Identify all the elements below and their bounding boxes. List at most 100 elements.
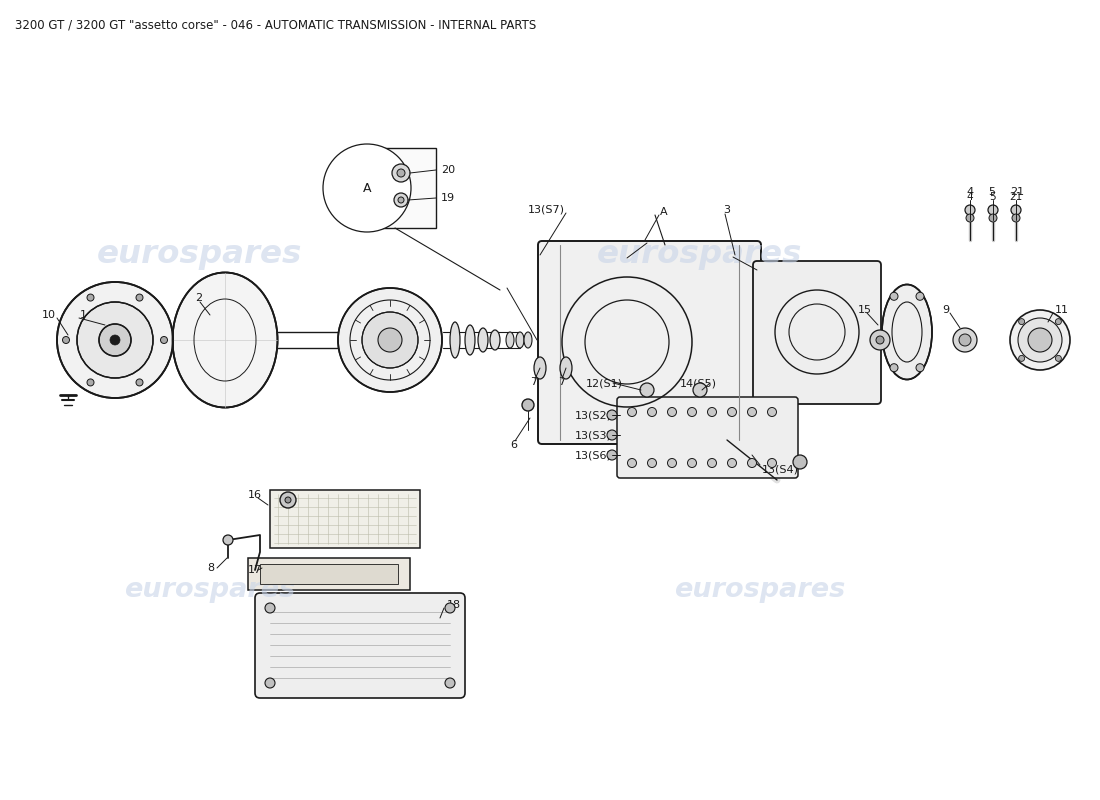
Text: eurospares: eurospares <box>597 239 803 270</box>
Circle shape <box>693 383 707 397</box>
Circle shape <box>627 407 637 417</box>
Text: 20: 20 <box>441 165 455 175</box>
FancyBboxPatch shape <box>248 558 410 590</box>
Ellipse shape <box>173 273 277 407</box>
Text: 2: 2 <box>195 293 202 303</box>
Circle shape <box>394 193 408 207</box>
Circle shape <box>265 678 275 688</box>
Circle shape <box>446 678 455 688</box>
Circle shape <box>1055 318 1061 325</box>
Text: 1: 1 <box>80 310 87 320</box>
Text: 5: 5 <box>988 187 996 197</box>
Circle shape <box>362 312 418 368</box>
Ellipse shape <box>965 205 975 215</box>
Circle shape <box>707 407 716 417</box>
Circle shape <box>87 379 94 386</box>
Circle shape <box>627 458 637 467</box>
Circle shape <box>876 336 884 344</box>
Circle shape <box>161 337 167 343</box>
Circle shape <box>607 410 617 420</box>
Text: 5: 5 <box>990 192 997 202</box>
Circle shape <box>916 292 924 300</box>
Circle shape <box>1012 214 1020 222</box>
Circle shape <box>768 458 777 467</box>
Ellipse shape <box>534 357 546 379</box>
Circle shape <box>87 294 94 301</box>
Text: 13(S6): 13(S6) <box>575 450 612 460</box>
Text: 8: 8 <box>207 563 215 573</box>
Text: 4: 4 <box>966 187 974 197</box>
Text: 11: 11 <box>1055 305 1069 315</box>
Text: 13(S4): 13(S4) <box>762 465 799 475</box>
Circle shape <box>1019 355 1024 362</box>
Circle shape <box>1019 318 1024 325</box>
FancyBboxPatch shape <box>260 564 398 584</box>
Circle shape <box>870 330 890 350</box>
Text: 16: 16 <box>248 490 262 500</box>
Ellipse shape <box>988 205 998 215</box>
Text: 6: 6 <box>510 440 517 450</box>
Circle shape <box>727 407 737 417</box>
Circle shape <box>668 458 676 467</box>
Circle shape <box>223 535 233 545</box>
Circle shape <box>446 603 455 613</box>
Circle shape <box>1010 310 1070 370</box>
Ellipse shape <box>1011 205 1021 215</box>
Ellipse shape <box>506 332 514 348</box>
Circle shape <box>77 302 153 378</box>
Circle shape <box>668 407 676 417</box>
Circle shape <box>640 383 654 397</box>
Ellipse shape <box>478 328 488 352</box>
Circle shape <box>648 407 657 417</box>
Circle shape <box>136 294 143 301</box>
Text: A: A <box>660 207 668 217</box>
Circle shape <box>136 379 143 386</box>
Circle shape <box>966 214 974 222</box>
Circle shape <box>989 214 997 222</box>
Circle shape <box>338 288 442 392</box>
Text: eurospares: eurospares <box>97 239 302 270</box>
Ellipse shape <box>882 285 932 379</box>
Text: 3: 3 <box>723 205 730 215</box>
Ellipse shape <box>450 322 460 358</box>
Circle shape <box>607 430 617 440</box>
Circle shape <box>522 399 534 411</box>
Text: 15: 15 <box>858 305 872 315</box>
Text: 10: 10 <box>42 310 56 320</box>
Circle shape <box>1028 328 1052 352</box>
Ellipse shape <box>560 357 572 379</box>
Circle shape <box>110 335 120 345</box>
Circle shape <box>280 492 296 508</box>
Circle shape <box>1018 318 1062 362</box>
Circle shape <box>648 458 657 467</box>
Text: eurospares: eurospares <box>124 577 296 603</box>
Text: 7: 7 <box>558 377 565 387</box>
Text: A: A <box>363 182 372 194</box>
Circle shape <box>378 328 402 352</box>
FancyBboxPatch shape <box>754 261 881 404</box>
Circle shape <box>748 458 757 467</box>
Circle shape <box>959 334 971 346</box>
FancyBboxPatch shape <box>255 593 465 698</box>
Ellipse shape <box>465 325 475 355</box>
Text: 9: 9 <box>942 305 949 315</box>
Circle shape <box>688 458 696 467</box>
Circle shape <box>398 197 404 203</box>
Text: 17: 17 <box>248 565 262 575</box>
Circle shape <box>916 364 924 372</box>
Circle shape <box>890 292 898 300</box>
Circle shape <box>607 450 617 460</box>
Text: eurospares: eurospares <box>674 577 846 603</box>
Circle shape <box>99 324 131 356</box>
Text: 13(S7): 13(S7) <box>528 205 565 215</box>
Circle shape <box>1055 355 1061 362</box>
Circle shape <box>392 164 410 182</box>
Text: 21: 21 <box>1010 187 1024 197</box>
Circle shape <box>890 364 898 372</box>
Text: 3200 GT / 3200 GT "assetto corse" - 046 - AUTOMATIC TRANSMISSION - INTERNAL PART: 3200 GT / 3200 GT "assetto corse" - 046 … <box>15 18 537 31</box>
Circle shape <box>727 458 737 467</box>
Text: 18: 18 <box>447 600 461 610</box>
Ellipse shape <box>516 332 524 348</box>
Text: 7: 7 <box>530 377 537 387</box>
Circle shape <box>793 455 807 469</box>
